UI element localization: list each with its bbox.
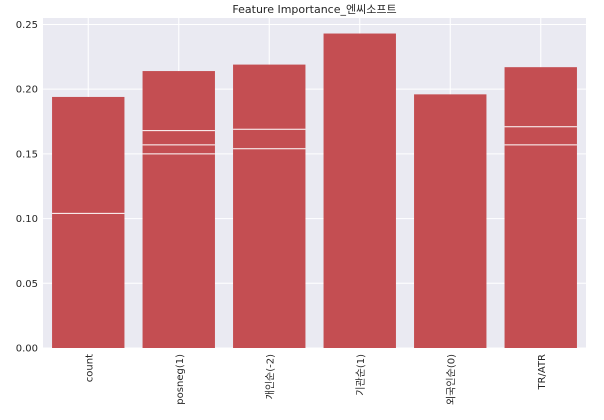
- x-tick-label: TR/ATR: [537, 354, 548, 391]
- bar: [52, 96, 125, 348]
- chart-title: Feature Importance_엔씨소프트: [232, 3, 396, 16]
- y-tick-label: 0.15: [16, 149, 38, 160]
- bar: [142, 71, 215, 348]
- y-tick-label: 0.10: [16, 214, 38, 225]
- y-tick-label: 0.25: [16, 20, 38, 31]
- x-tick-label: posneg(1): [175, 354, 186, 405]
- x-tick-label: 기관순(1): [355, 354, 367, 396]
- y-tick-label: 0.00: [16, 344, 38, 355]
- bar: [504, 67, 577, 349]
- bar: [233, 64, 306, 349]
- y-tick-label: 0.05: [16, 279, 38, 290]
- x-tick-label: 외국인순(0): [445, 354, 457, 405]
- bar: [414, 94, 487, 349]
- x-axis-ticks: count posneg(1) 개인순(-2) 기관순(1) 외국인순(0) TR/ATR: [84, 354, 548, 405]
- x-tick-label: count: [84, 354, 95, 382]
- bars: [52, 33, 577, 349]
- y-axis-ticks: 0.00 0.05 0.10 0.15 0.20 0.25: [16, 20, 38, 355]
- y-tick-label: 0.20: [16, 85, 38, 96]
- bar: [323, 33, 396, 348]
- x-tick-label: 개인순(-2): [264, 354, 276, 399]
- plot-area: [43, 18, 586, 348]
